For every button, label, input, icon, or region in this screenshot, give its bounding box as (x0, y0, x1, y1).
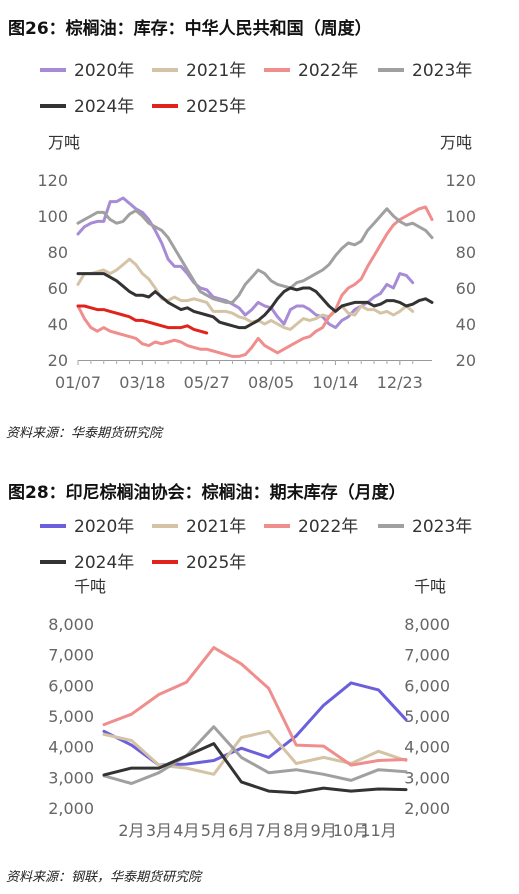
legend-label-2024年: 2024年 (74, 553, 134, 573)
legend-label-2020年: 2020年 (74, 61, 134, 81)
chart-title-monthly: 图28：印尼棕榈油协会：棕榈油：期末库存（月度） (8, 483, 406, 503)
x-tick-label: 2月 (118, 821, 144, 840)
x-tick-label: 5月 (201, 821, 227, 840)
y-tick-left: 80 (48, 243, 68, 262)
y-tick-right: 6,000 (404, 676, 450, 695)
x-tick-label: 08/05 (248, 373, 294, 392)
series-line-2021年 (102, 729, 408, 776)
y-tick-right: 5,000 (404, 707, 450, 726)
source-note-monthly: 资料来源：钢联，华泰期货研究院 (6, 870, 202, 885)
legend-label-2024年: 2024年 (74, 97, 134, 117)
legend-label-2021年: 2021年 (186, 61, 246, 81)
y-tick-right: 60 (456, 279, 476, 298)
series-line-2024年 (76, 272, 434, 330)
chart-title-weekly: 图26：棕榈油：库存：中华人民共和国（周度） (8, 19, 372, 39)
legend-label-2021年: 2021年 (186, 517, 246, 537)
legend-label-2022年: 2022年 (298, 517, 358, 537)
series-line-2022年 (76, 205, 434, 358)
y-tick-left: 7,000 (48, 646, 94, 665)
x-tick-label: 7月 (256, 821, 282, 840)
y-axis-unit-right: 千吨 (414, 577, 446, 596)
y-tick-left: 120 (37, 171, 68, 190)
series-line-2023年 (102, 725, 408, 785)
series-line-2022年 (102, 646, 408, 767)
series-line-2024年 (102, 742, 408, 795)
legend-label-2025年: 2025年 (186, 553, 246, 573)
y-tick-left: 4,000 (48, 738, 94, 757)
series-line-2021年 (76, 257, 415, 331)
y-axis-unit-right: 万吨 (440, 133, 472, 152)
y-tick-left: 60 (48, 279, 68, 298)
y-tick-right: 4,000 (404, 738, 450, 757)
series-line-2020年 (102, 681, 408, 767)
y-tick-left: 6,000 (48, 676, 94, 695)
y-tick-left: 20 (48, 351, 68, 370)
y-tick-right: 7,000 (404, 646, 450, 665)
y-tick-left: 5,000 (48, 707, 94, 726)
x-tick-label: 12/23 (377, 373, 423, 392)
y-tick-right: 2,000 (404, 799, 450, 818)
y-tick-right: 8,000 (404, 615, 450, 634)
legend-label-2025年: 2025年 (186, 97, 246, 117)
x-tick-label: 03/18 (119, 373, 165, 392)
series-line-2020年 (76, 196, 415, 330)
y-axis-unit-left: 千吨 (74, 577, 106, 596)
x-tick-label: 3月 (146, 821, 172, 840)
x-tick-label: 01/07 (55, 373, 101, 392)
x-tick-label: 11月 (360, 821, 396, 840)
legend-label-2023年: 2023年 (412, 517, 472, 537)
y-tick-left: 2,000 (48, 799, 94, 818)
x-tick-label: 9月 (311, 821, 337, 840)
legend-label-2023年: 2023年 (412, 61, 472, 81)
y-tick-right: 3,000 (404, 768, 450, 787)
legend-label-2022年: 2022年 (298, 61, 358, 81)
y-tick-right: 80 (456, 243, 476, 262)
series-line-2023年 (76, 207, 434, 304)
series-line-2025年 (76, 304, 209, 335)
x-tick-label: 10月 (333, 821, 369, 840)
legend-label-2020年: 2020年 (74, 517, 134, 537)
y-tick-left: 40 (48, 315, 68, 334)
y-tick-right: 20 (456, 351, 476, 370)
x-tick-label: 10/14 (312, 373, 358, 392)
x-tick-label: 4月 (173, 821, 199, 840)
y-tick-right: 120 (445, 171, 476, 190)
source-note-weekly: 资料来源：华泰期货研究院 (6, 426, 163, 441)
y-tick-left: 3,000 (48, 768, 94, 787)
x-tick-label: 6月 (228, 821, 254, 840)
y-tick-right: 40 (456, 315, 476, 334)
y-tick-left: 8,000 (48, 615, 94, 634)
x-tick-label: 8月 (283, 821, 309, 840)
y-axis-unit-left: 万吨 (48, 133, 80, 152)
x-tick-label: 05/27 (184, 373, 230, 392)
y-tick-left: 100 (37, 207, 68, 226)
y-tick-right: 100 (445, 207, 476, 226)
